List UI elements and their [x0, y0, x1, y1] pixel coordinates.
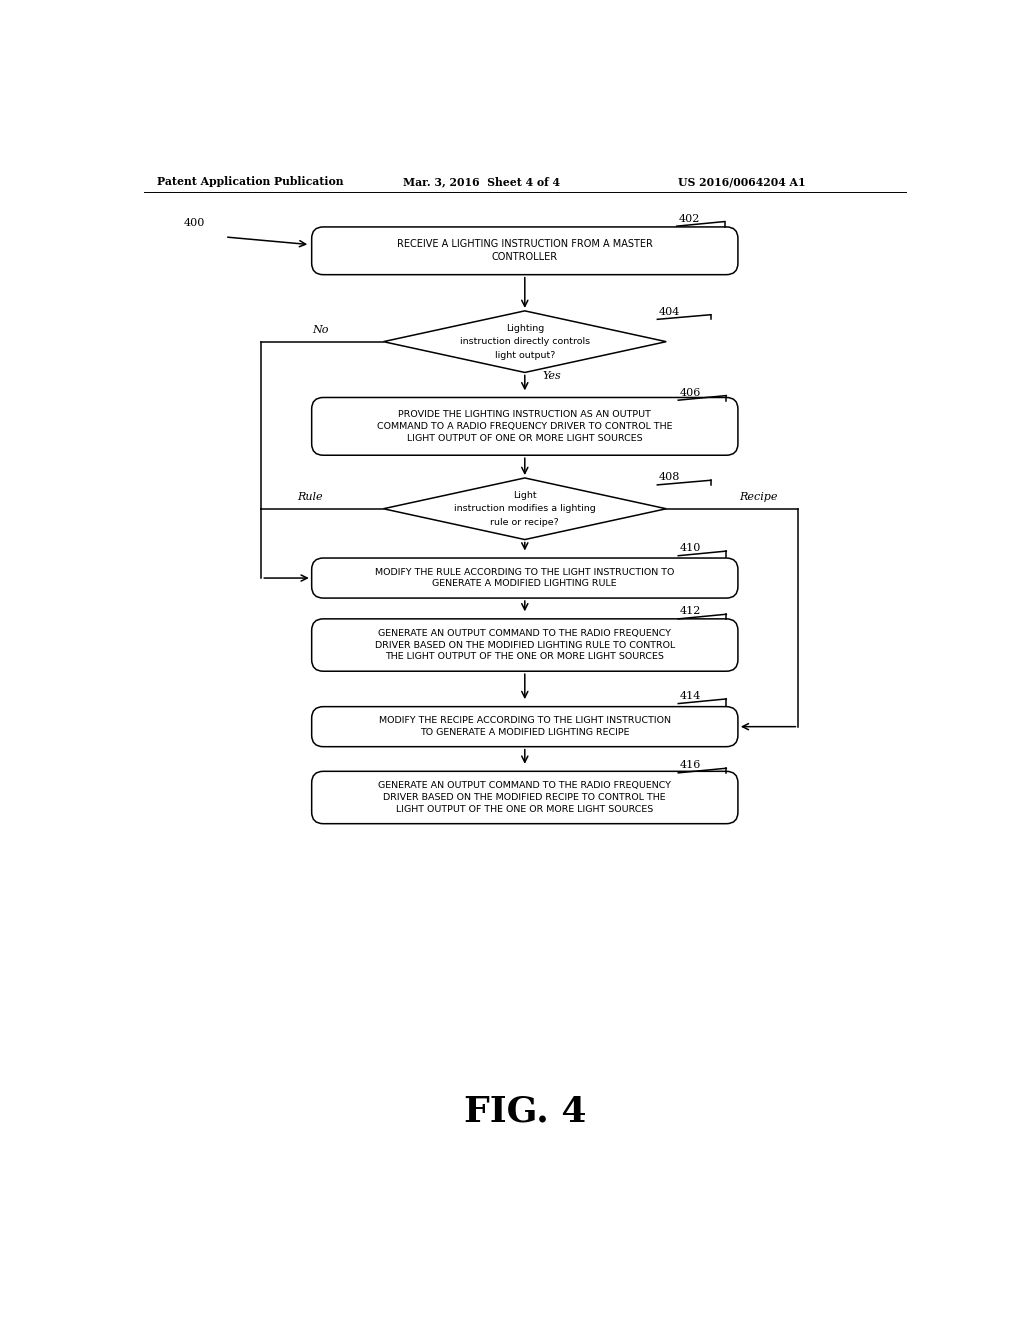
Text: 406: 406 [680, 388, 701, 397]
Text: FIG. 4: FIG. 4 [464, 1094, 586, 1129]
Text: GENERATE AN OUTPUT COMMAND TO THE RADIO FREQUENCY
DRIVER BASED ON THE MODIFIED R: GENERATE AN OUTPUT COMMAND TO THE RADIO … [378, 781, 672, 814]
FancyBboxPatch shape [311, 397, 738, 455]
Text: Light: Light [513, 491, 537, 500]
Text: GENERATE AN OUTPUT COMMAND TO THE RADIO FREQUENCY
DRIVER BASED ON THE MODIFIED L: GENERATE AN OUTPUT COMMAND TO THE RADIO … [375, 628, 675, 661]
Text: instruction modifies a lighting: instruction modifies a lighting [454, 504, 596, 513]
Text: Recipe: Recipe [738, 491, 777, 502]
Text: MODIFY THE RULE ACCORDING TO THE LIGHT INSTRUCTION TO
GENERATE A MODIFIED LIGHTI: MODIFY THE RULE ACCORDING TO THE LIGHT I… [375, 568, 675, 589]
Text: US 2016/0064204 A1: US 2016/0064204 A1 [678, 176, 806, 187]
Text: 414: 414 [680, 690, 701, 701]
Text: PROVIDE THE LIGHTING INSTRUCTION AS AN OUTPUT
COMMAND TO A RADIO FREQUENCY DRIVE: PROVIDE THE LIGHTING INSTRUCTION AS AN O… [377, 411, 673, 442]
Text: Patent Application Publication: Patent Application Publication [158, 176, 344, 187]
Text: light output?: light output? [495, 351, 555, 359]
Polygon shape [383, 478, 667, 540]
Text: No: No [312, 325, 329, 335]
FancyBboxPatch shape [311, 771, 738, 824]
Text: instruction directly controls: instruction directly controls [460, 337, 590, 346]
FancyBboxPatch shape [311, 706, 738, 747]
FancyBboxPatch shape [311, 227, 738, 275]
Text: RECEIVE A LIGHTING INSTRUCTION FROM A MASTER
CONTROLLER: RECEIVE A LIGHTING INSTRUCTION FROM A MA… [397, 239, 652, 263]
Text: Yes: Yes [543, 371, 561, 381]
FancyBboxPatch shape [311, 619, 738, 671]
Text: Mar. 3, 2016  Sheet 4 of 4: Mar. 3, 2016 Sheet 4 of 4 [403, 176, 560, 187]
Text: 416: 416 [680, 760, 701, 771]
Text: Lighting: Lighting [506, 323, 544, 333]
FancyBboxPatch shape [311, 558, 738, 598]
Text: 412: 412 [680, 606, 701, 616]
Text: 410: 410 [680, 543, 701, 553]
Text: rule or recipe?: rule or recipe? [490, 517, 559, 527]
Text: 400: 400 [183, 218, 205, 228]
Text: MODIFY THE RECIPE ACCORDING TO THE LIGHT INSTRUCTION
TO GENERATE A MODIFIED LIGH: MODIFY THE RECIPE ACCORDING TO THE LIGHT… [379, 717, 671, 737]
Text: 408: 408 [658, 473, 680, 482]
Text: Rule: Rule [297, 491, 323, 502]
Text: 404: 404 [658, 306, 680, 317]
Text: 402: 402 [678, 214, 699, 223]
Polygon shape [383, 312, 667, 372]
